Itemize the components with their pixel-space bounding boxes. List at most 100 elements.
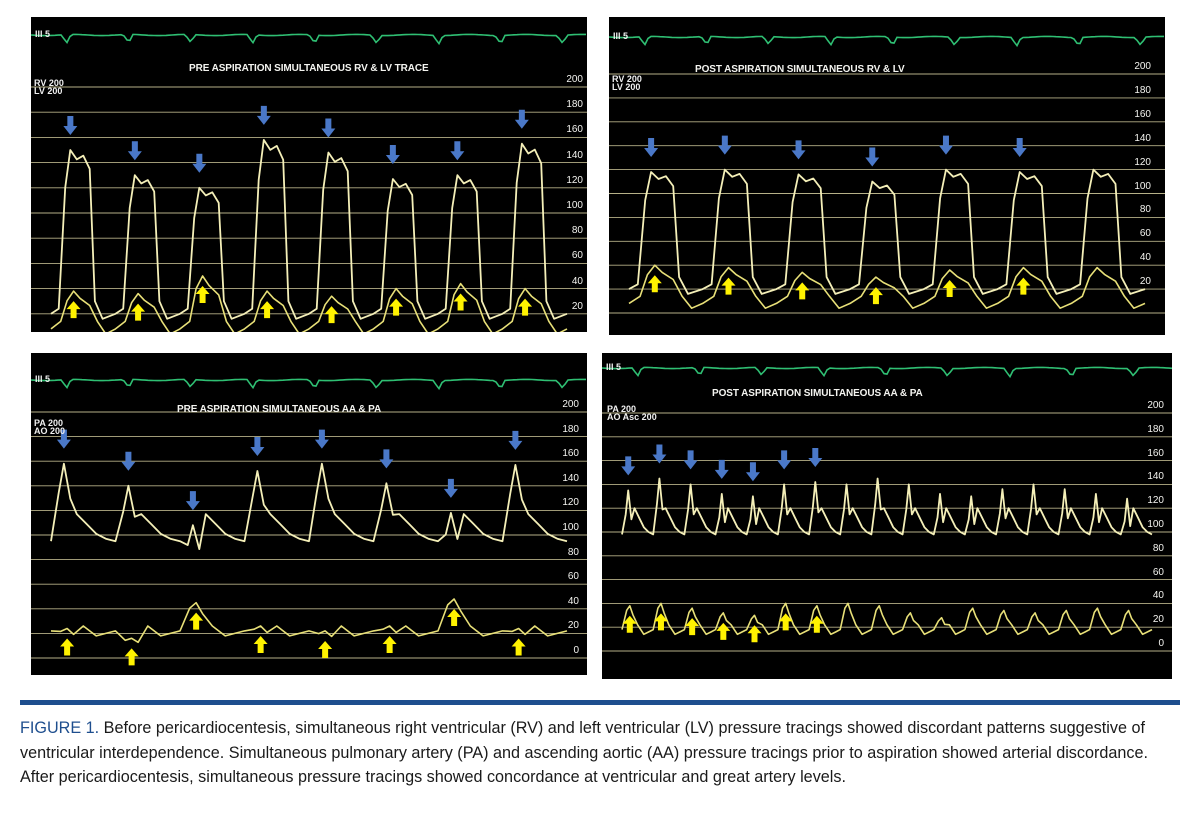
- blue-arrow-5: [321, 118, 336, 138]
- pressure-tracing-aa-pa-pre: [31, 378, 587, 666]
- y-tick-40: 40: [1152, 590, 1164, 602]
- blue-arrow-5: [938, 135, 953, 155]
- y-tick-80: 80: [1152, 542, 1164, 554]
- rv-lv-pre-lower-trace: [50, 275, 568, 332]
- yellow-arrow-1: [66, 301, 81, 319]
- yellow-arrow-5: [318, 640, 333, 658]
- y-tick-120: 120: [1147, 495, 1164, 507]
- scale-label-1: PA 200: [34, 418, 64, 428]
- yellow-arrow-2: [131, 303, 146, 321]
- blue-arrow-2: [652, 444, 667, 464]
- y-tick-140: 140: [562, 472, 579, 484]
- y-tick-20: 20: [1152, 614, 1164, 626]
- scale-label-1: RV 200: [612, 74, 642, 84]
- yellow-arrow-3: [685, 618, 700, 636]
- panel-aa-pa-pre: III 5 PRE ASPIRATION SIMULTANEOUS AA & PA…: [31, 353, 587, 675]
- caption-text: Before pericardiocentesis, simultaneous …: [20, 719, 1148, 786]
- ecg-lead-label: III 5: [613, 31, 629, 41]
- y-tick-140: 140: [566, 149, 583, 161]
- panel-title: PRE ASPIRATION SIMULTANEOUS AA & PA: [177, 404, 382, 415]
- y-tick-20: 20: [567, 620, 579, 632]
- y-tick-60: 60: [567, 571, 579, 583]
- rv-lv-pre-upper-trace: [50, 139, 568, 320]
- blue-arrow-3: [791, 140, 806, 160]
- y-tick-80: 80: [567, 546, 579, 558]
- scale-label-2: AO 200: [34, 426, 66, 436]
- y-tick-140: 140: [1147, 471, 1164, 483]
- blue-arrow-3: [192, 153, 207, 173]
- y-tick-40: 40: [567, 595, 579, 607]
- yellow-arrow-2: [721, 277, 736, 295]
- blue-arrow-6: [379, 449, 394, 469]
- yellow-arrow-4: [716, 622, 731, 640]
- y-tick-160: 160: [1134, 108, 1151, 120]
- yellow-arrow-5: [747, 625, 762, 643]
- blue-arrow-4: [865, 147, 880, 167]
- y-tick-160: 160: [566, 124, 583, 136]
- y-tick-180: 180: [1147, 423, 1164, 435]
- yellow-arrow-8: [518, 298, 533, 316]
- rv-lv-post-lower-trace: [628, 264, 1146, 309]
- blue-arrow-6: [1012, 137, 1027, 157]
- y-tick-0: 0: [573, 645, 579, 656]
- y-tick-100: 100: [562, 522, 579, 533]
- y-tick-180: 180: [1134, 84, 1151, 96]
- ecg-lead-label: III 5: [35, 29, 51, 39]
- yellow-arrow-4: [260, 301, 275, 319]
- yellow-arrow-7: [809, 615, 824, 633]
- ecg-lead-label: III 5: [606, 362, 622, 372]
- yellow-arrow-1: [647, 275, 662, 293]
- blue-arrow-1: [63, 116, 78, 135]
- blue-arrow-7: [808, 448, 823, 468]
- y-tick-40: 40: [1139, 252, 1151, 264]
- y-tick-200: 200: [1147, 400, 1164, 411]
- ecg-trace: [31, 33, 586, 46]
- yellow-arrow-1: [622, 615, 637, 633]
- ecg-trace: [31, 378, 586, 391]
- aa-pa-post-upper-trace: [621, 477, 1153, 536]
- y-tick-200: 200: [566, 74, 583, 85]
- yellow-arrow-4: [868, 287, 883, 305]
- blue-arrow-2: [127, 141, 142, 161]
- panel-rv-lv-pre: III 5 PRE ASPIRATION SIMULTANEOUS RV & LV…: [31, 17, 587, 332]
- yellow-arrow-6: [778, 613, 793, 631]
- scale-label-1: PA 200: [607, 404, 637, 414]
- panel-rv-lv-post: III 5 POST ASPIRATION SIMULTANEOUS RV & L…: [609, 17, 1165, 335]
- yellow-arrow-8: [511, 638, 526, 656]
- yellow-arrow-6: [1016, 277, 1031, 295]
- rv-lv-post-upper-trace: [628, 168, 1146, 295]
- yellow-arrow-7: [447, 608, 462, 626]
- blue-arrow-5: [745, 462, 760, 482]
- yellow-arrow-3: [195, 286, 210, 303]
- y-tick-80: 80: [1139, 204, 1151, 216]
- figure-rule: [20, 700, 1180, 705]
- blue-arrow-5: [314, 429, 329, 449]
- y-tick-200: 200: [562, 399, 579, 410]
- y-tick-160: 160: [1147, 447, 1164, 459]
- y-tick-180: 180: [566, 99, 583, 111]
- y-tick-60: 60: [1152, 566, 1164, 578]
- y-tick-200: 200: [1134, 61, 1151, 72]
- blue-arrow-7: [443, 478, 458, 498]
- y-tick-100: 100: [1134, 180, 1151, 192]
- blue-arrow-8: [514, 109, 529, 129]
- panel-aa-pa-post: III 5 POST ASPIRATION SIMULTANEOUS AA & P…: [602, 353, 1172, 679]
- y-tick-60: 60: [571, 250, 583, 262]
- blue-arrow-8: [508, 430, 523, 450]
- yellow-arrow-1: [60, 638, 75, 656]
- yellow-arrow-4: [253, 636, 268, 654]
- y-tick-160: 160: [562, 448, 579, 460]
- y-tick-120: 120: [1134, 156, 1151, 168]
- blue-arrow-4: [714, 459, 729, 479]
- blue-arrow-2: [717, 135, 732, 155]
- yellow-arrow-3: [795, 282, 810, 300]
- yellow-arrow-5: [942, 279, 957, 297]
- ecg-trace: [602, 366, 1172, 379]
- yellow-arrow-6: [389, 298, 404, 316]
- y-tick-0: 0: [1158, 638, 1164, 649]
- pressure-tracing-rv-lv-pre: [31, 33, 587, 332]
- scale-label-2: LV 200: [34, 86, 63, 96]
- blue-arrow-4: [250, 437, 265, 457]
- scale-label-1: RV 200: [34, 78, 64, 88]
- yellow-arrow-7: [453, 293, 468, 311]
